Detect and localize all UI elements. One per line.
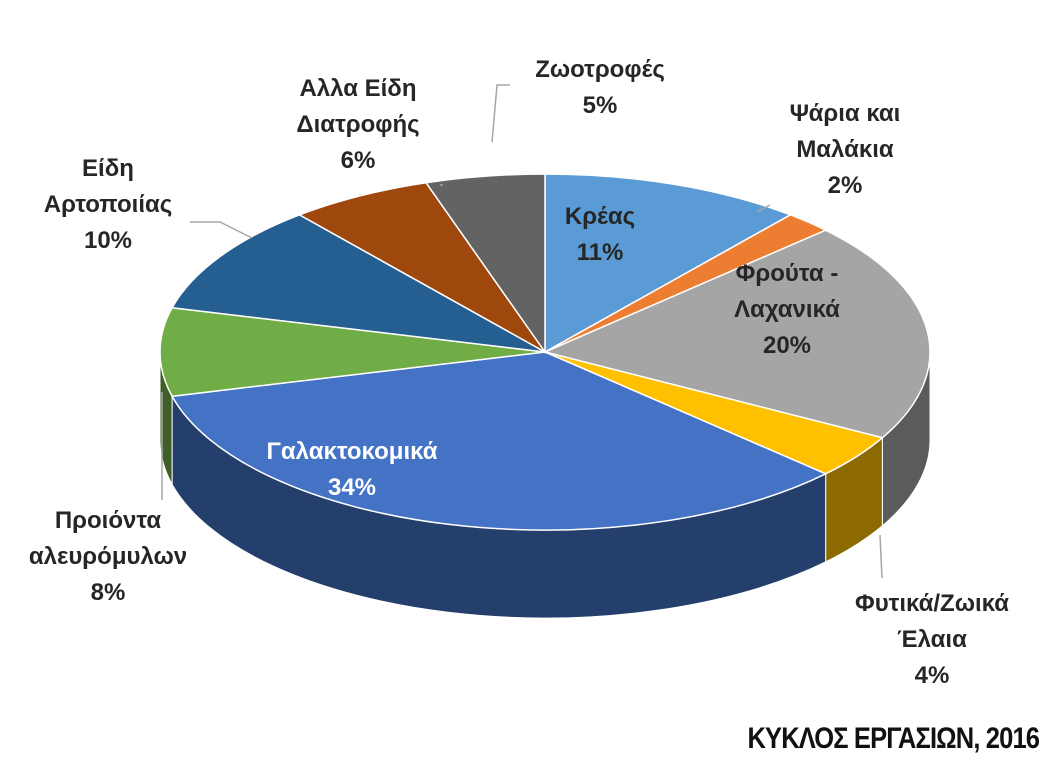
category-label: Προιόντα αλευρόμυλων (28, 507, 188, 570)
slice (542, 229, 931, 439)
value-label: 4% (914, 662, 950, 689)
category-label: Φυτικά/Ζωικά Έλαια (855, 590, 1009, 653)
slice (544, 173, 793, 354)
slice (424, 173, 546, 355)
category-label: Γαλακτοκομικά (266, 438, 438, 465)
value-label: 6% (340, 147, 376, 174)
value-label: 10% (83, 227, 133, 254)
slice (297, 181, 546, 353)
category-label: Φρούτα - Λαχανικά (734, 260, 840, 323)
data-label: Φυτικά/Ζωικά Έλαια 4% (827, 586, 1037, 694)
category-label: Αλλα Είδη Διατροφής (296, 75, 420, 138)
value-label: 20% (762, 332, 812, 359)
value-label: 5% (582, 92, 618, 119)
value-label: 34% (327, 474, 377, 501)
category-label: Είδη Αρτοποιίας (43, 155, 173, 218)
slice (170, 214, 546, 353)
data-label: Αλλα Είδη Διατροφής 6% (278, 71, 438, 179)
data-label: Γαλακτοκομικά 34% (222, 434, 482, 506)
leader-line (491, 84, 510, 143)
value-label: 2% (827, 172, 863, 199)
leader-line (756, 204, 771, 213)
category-label: Ψάρια και Μαλάκια (789, 100, 901, 163)
data-label: Είδη Αρτοποιίας 10% (33, 151, 183, 259)
leader-line (190, 221, 253, 239)
slice (159, 306, 546, 398)
category-label: Ζωοτροφές (535, 56, 665, 83)
category-label: Κρέας (564, 203, 636, 230)
data-label: Ζωοτροφές 5% (515, 52, 685, 124)
data-label: Κρέας 11% (545, 199, 655, 271)
value-label: 11% (576, 239, 624, 266)
source: ΚΥΚΛΟΣ ΕΡΓΑΣΙΩΝ, 2016 (747, 722, 1040, 755)
slice (170, 351, 828, 531)
data-label: Φρούτα - Λαχανικά 20% (707, 256, 867, 364)
leader-line (879, 534, 883, 579)
value-label: 8% (90, 579, 126, 606)
data-label: Προιόντα αλευρόμυλων 8% (8, 503, 208, 611)
data-label: Ψάρια και Μαλάκια 2% (765, 96, 925, 204)
